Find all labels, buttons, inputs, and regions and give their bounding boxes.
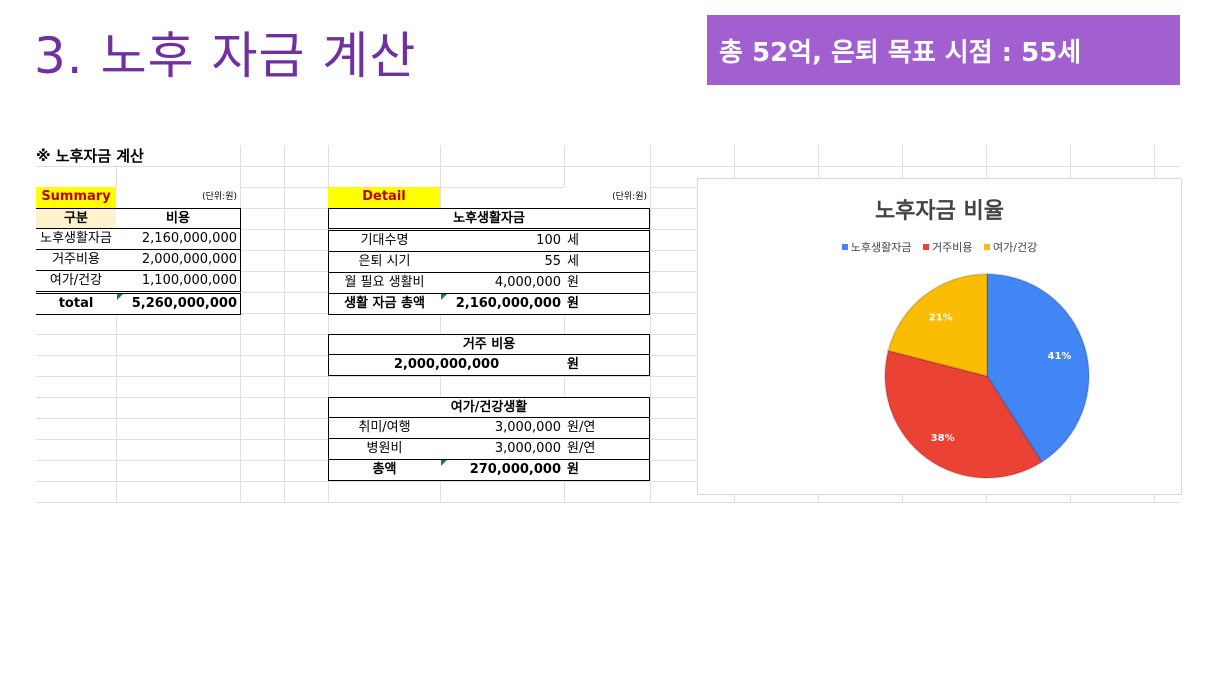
legend-item: 거주비용: [923, 239, 973, 255]
leisure-row-unit[interactable]: 원/연: [564, 418, 650, 439]
summary-banner: 총 52억, 은퇴 목표 시점 : 55세: [707, 15, 1180, 85]
leisure-total-value[interactable]: 270,000,000: [440, 460, 565, 481]
leisure-total-name[interactable]: 총액: [328, 460, 441, 481]
gridline: [36, 166, 1180, 167]
summary-row-name[interactable]: 거주비용: [36, 250, 117, 271]
pie-svg: 41% 38% 21%: [884, 272, 1090, 479]
pie-slice-3[interactable]: [886, 272, 988, 378]
pie-slice-1[interactable]: [986, 272, 1090, 464]
living-total-value[interactable]: 2,160,000,000: [440, 294, 565, 315]
living-row-name[interactable]: 월 필요 생활비: [328, 273, 441, 296]
gridline: [650, 145, 651, 503]
legend-label: 거주비용: [932, 241, 973, 254]
formula-marker-icon: [441, 460, 447, 466]
pie-slice-label: 21%: [929, 312, 953, 323]
living-row-value[interactable]: 55: [440, 252, 565, 273]
legend-swatch: [841, 244, 848, 250]
slide-title: 3. 노후 자금 계산: [34, 27, 417, 85]
living-row-unit[interactable]: 세: [564, 252, 650, 273]
formula-marker-icon: [117, 294, 123, 300]
legend-label: 노후생활자금: [850, 241, 912, 254]
leisure-row-unit[interactable]: 원/연: [564, 439, 650, 462]
summary-row-value[interactable]: 2,000,000,000: [116, 250, 241, 271]
gridline: [240, 145, 241, 503]
summary-unit[interactable]: (단위:원): [116, 187, 240, 208]
summary-row-value[interactable]: 1,100,000,000: [116, 271, 241, 294]
living-row-unit[interactable]: 원: [564, 273, 650, 296]
leisure-total-unit[interactable]: 원: [564, 460, 650, 481]
gridline: [36, 376, 1180, 377]
gridline: [36, 502, 1180, 503]
leisure-row-value[interactable]: 3,000,000: [440, 439, 565, 462]
banner-text: 총 52억, 은퇴 목표 시점 : 55세: [719, 37, 1082, 68]
legend-swatch: [984, 244, 991, 250]
summary-total-label[interactable]: total: [36, 294, 117, 315]
housing-header[interactable]: 거주 비용: [328, 334, 650, 357]
gridline: [284, 145, 285, 503]
legend-label: 여가/건강: [993, 241, 1038, 254]
summary-col-header-cost[interactable]: 비용: [116, 208, 241, 229]
legend-swatch: [923, 244, 930, 250]
legend-item: 노후생활자금: [841, 239, 912, 255]
living-row-value[interactable]: 100: [440, 231, 565, 252]
detail-unit[interactable]: (단위:원): [564, 187, 650, 208]
pie-slice-label: 38%: [931, 433, 955, 444]
living-row-name[interactable]: 기대수명: [328, 231, 441, 252]
pie-chart[interactable]: 노후자금 비율 노후생활자금 거주비용 여가/건강 41% 38% 21%: [697, 178, 1182, 495]
leisure-header[interactable]: 여가/건강생활: [328, 397, 650, 420]
gridline: [116, 145, 117, 503]
summary-row-name[interactable]: 여가/건강: [36, 271, 117, 294]
housing-unit[interactable]: 원: [564, 355, 650, 376]
gridline: [328, 145, 329, 503]
summary-row-name[interactable]: 노후생활자금: [36, 229, 117, 250]
summary-total-value[interactable]: 5,260,000,000: [116, 294, 241, 315]
summary-col-header-category[interactable]: 구분: [36, 208, 117, 229]
gridline: [564, 145, 565, 503]
detail-label[interactable]: Detail: [328, 187, 440, 208]
leisure-row-value[interactable]: 3,000,000: [440, 418, 565, 439]
leisure-row-name[interactable]: 취미/여행: [328, 418, 441, 439]
summary-row-value[interactable]: 2,160,000,000: [116, 229, 241, 250]
pie-slice-label: 41%: [1048, 351, 1072, 362]
living-total-unit[interactable]: 원: [564, 294, 650, 315]
chart-title: 노후자금 비율: [874, 199, 1005, 224]
leisure-row-name[interactable]: 병원비: [328, 439, 441, 462]
legend-item: 여가/건강: [984, 239, 1037, 255]
living-total-name[interactable]: 생활 자금 총액: [328, 294, 441, 315]
housing-value[interactable]: 2,000,000,000: [328, 355, 565, 376]
gridline: [36, 481, 1180, 482]
chart-legend: 노후생활자금 거주비용 여가/건강: [698, 239, 1181, 255]
living-header[interactable]: 노후생활자금: [328, 208, 650, 231]
sheet-heading: ※ 노후자금 계산: [36, 145, 150, 165]
summary-label[interactable]: Summary: [36, 187, 116, 208]
formula-marker-icon: [441, 294, 447, 300]
living-row-value[interactable]: 4,000,000: [440, 273, 565, 296]
living-row-name[interactable]: 은퇴 시기: [328, 252, 441, 273]
pie-slice-2[interactable]: [884, 349, 1044, 479]
gridline: [440, 145, 441, 503]
living-row-unit[interactable]: 세: [564, 231, 650, 252]
